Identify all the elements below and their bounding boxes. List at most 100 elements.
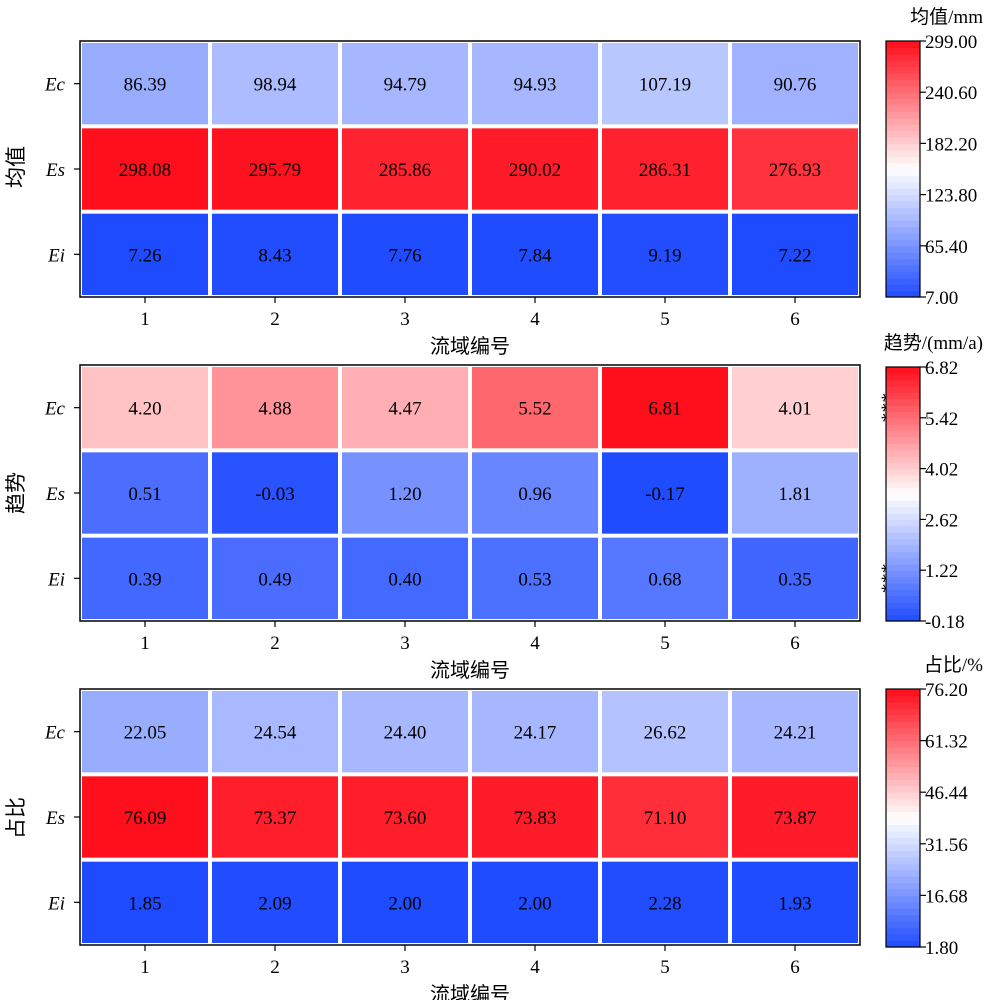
y-tick-label: Es (45, 160, 65, 181)
cell-value-label: 4.20 (128, 399, 161, 420)
colorbar-segment (886, 258, 920, 266)
colorbar-segment (886, 53, 920, 61)
cell-value-label: 285.86 (379, 160, 431, 181)
cell-value-label: 0.96 (518, 484, 551, 505)
colorbar-segment (886, 137, 920, 144)
heatmap-cell (732, 537, 858, 619)
colorbar-segment (886, 532, 920, 540)
colorbar-segment (886, 888, 920, 896)
heatmap-cell (602, 128, 728, 210)
colorbar-segment (886, 798, 920, 806)
heatmap-cell (732, 452, 858, 534)
cell-value-label: 2.00 (388, 893, 421, 914)
cell-value-label: 86.39 (124, 75, 167, 96)
cell-value-label: 295.79 (249, 160, 301, 181)
colorbar-segment (886, 544, 920, 552)
colorbar-segment (886, 759, 920, 767)
heatmap-cell (732, 213, 858, 295)
colorbar-segment (886, 284, 920, 292)
cell-value-label: 0.68 (648, 569, 681, 590)
x-tick-label: 1 (140, 309, 150, 330)
colorbar-tick-label: 65.40 (925, 237, 968, 258)
cell-value-label: 286.31 (639, 160, 691, 181)
heatmap-cell (732, 691, 858, 773)
colorbar-tick-label: 31.56 (925, 835, 968, 856)
heatmap-cell (732, 861, 858, 943)
x-tick-label: 6 (790, 633, 800, 654)
colorbar-segment (886, 468, 920, 476)
x-tick-label: 4 (530, 309, 540, 330)
colorbar-segment (886, 589, 920, 597)
cell-value-label: 1.85 (128, 893, 161, 914)
colorbar-segment (886, 245, 920, 253)
colorbar-segment (886, 487, 920, 495)
x-tick-label: 3 (400, 309, 410, 330)
y-tick-label: Ei (47, 569, 65, 590)
colorbar-tick-label: 7.00 (925, 288, 958, 309)
colorbar: 7.00 65.40 123.80 182.20 240.60 299.00 均值/mm (885, 6, 983, 309)
colorbar-tick-label: 299.00 (925, 32, 977, 53)
colorbar-segment (886, 169, 920, 176)
colorbar-segment (886, 98, 920, 106)
x-tick-label: 1 (140, 957, 150, 978)
cell-value-label: 0.49 (258, 569, 291, 590)
heatmap-cell (212, 861, 338, 943)
colorbar-segment (886, 843, 920, 851)
colorbar-segment (886, 474, 920, 482)
cell-value-label: 8.43 (258, 245, 291, 266)
heatmap-cell (82, 43, 208, 125)
colorbar-segment (886, 379, 920, 387)
colorbar-segment (886, 519, 920, 527)
colorbar-tick-label: 4.02 (925, 460, 958, 481)
colorbar-tick-label: 1.22 (925, 561, 958, 582)
colorbar-segment (886, 111, 920, 119)
cell-value-label: 7.84 (518, 245, 552, 266)
colorbar-segment (886, 614, 920, 622)
colorbar-segment (886, 162, 920, 170)
colorbar-segment (886, 60, 920, 68)
heatmap-cell (82, 128, 208, 210)
colorbar-segment (886, 130, 920, 138)
colorbar-segment (886, 181, 920, 189)
cell-value-label: 2.09 (258, 893, 291, 914)
colorbar-segment (886, 695, 920, 703)
colorbar-segment (886, 506, 920, 514)
heatmap-cell (212, 43, 338, 125)
cell-value-label: 22.05 (124, 723, 167, 744)
colorbar-segment (886, 386, 920, 393)
heatmap-cell (472, 128, 598, 210)
cell-value-label: 1.93 (778, 893, 811, 914)
colorbar-segment (886, 850, 920, 858)
heatmap-cell (212, 452, 338, 534)
cell-value-label: 276.93 (769, 160, 821, 181)
colorbar-tick-label: 182.20 (925, 134, 977, 155)
x-tick-label: 5 (660, 633, 670, 654)
colorbar-segment (886, 207, 920, 215)
heatmap-cell (732, 128, 858, 210)
heatmap-cell (472, 691, 598, 773)
x-tick-label: 4 (530, 633, 540, 654)
colorbar-tick-label: 6.82 (925, 358, 958, 379)
colorbar-segment (886, 149, 920, 157)
heatmap-cell (602, 213, 728, 295)
cell-value-label: 90.76 (774, 75, 817, 96)
heatmap-cell (342, 861, 468, 943)
colorbar-tick-label: 1.80 (925, 938, 958, 959)
colorbar-segment (886, 714, 920, 722)
heatmap-cell (82, 861, 208, 943)
heatmap-panel-2: 4.20 4.88 4.47 5.52 6.81 4.01 0.51 -0.03 1.20 0.9… (4, 332, 983, 682)
y-tick-label: Es (45, 808, 65, 829)
colorbar-segment (886, 856, 920, 864)
heatmap-cell (472, 861, 598, 943)
x-tick-label: 2 (270, 633, 280, 654)
colorbar-segment (886, 921, 920, 929)
colorbar-segment (886, 830, 920, 838)
heatmap-cell (602, 861, 728, 943)
colorbar-segment (886, 73, 920, 80)
colorbar-tick-label: -0.18 (925, 612, 965, 633)
colorbar-segment (886, 934, 920, 942)
x-tick-label: 6 (790, 309, 800, 330)
x-tick-label: 5 (660, 309, 670, 330)
colorbar-segment (886, 194, 920, 202)
